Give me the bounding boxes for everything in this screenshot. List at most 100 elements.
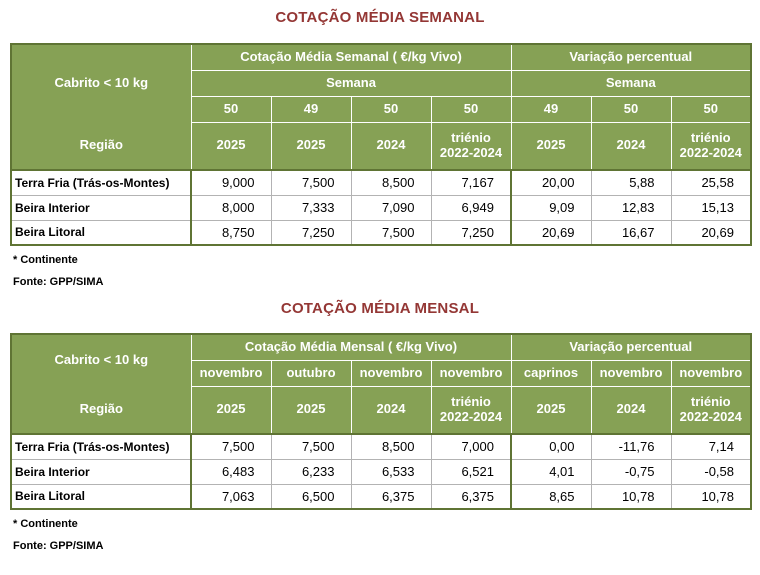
- monthly-footnote-continente: * Continente: [13, 518, 78, 530]
- year-cell: triénio 2022-2024: [430, 121, 512, 171]
- week-cell: 50: [590, 95, 672, 123]
- monthly-price-table: Cabrito < 10 kg Região Cotação Média Men…: [10, 333, 752, 510]
- year-cell: 2025: [190, 385, 272, 435]
- value-cell: 7,000: [430, 433, 512, 460]
- weekly-header-group-row: Cabrito < 10 kg Região Cotação Média Sem…: [10, 43, 752, 171]
- table-row: Beira Interior 8,000 7,333 7,090 6,949 9…: [10, 194, 752, 221]
- value-cell: 12,83: [590, 194, 672, 221]
- table-row: Beira Litoral 8,750 7,250 7,500 7,250 20…: [10, 219, 752, 246]
- value-cell: 20,69: [670, 219, 752, 246]
- value-cell: 8,65: [510, 483, 592, 510]
- weekly-corner-cell: Cabrito < 10 kg Região: [10, 43, 192, 171]
- year-cell: 2024: [590, 121, 672, 171]
- region-cell: Terra Fria (Trás-os-Montes): [10, 433, 192, 460]
- value-cell: 6,500: [270, 483, 352, 510]
- value-cell: 5,88: [590, 169, 672, 196]
- table-row: Terra Fria (Trás-os-Montes) 9,000 7,500 …: [10, 169, 752, 196]
- weekly-year-row: 2025 2025 2024 triénio 2022-2024 2025 20…: [11, 121, 752, 171]
- monthly-month-row: novembro outubro novembro novembro capri…: [11, 359, 752, 387]
- value-cell: 16,67: [590, 219, 672, 246]
- value-cell: 8,500: [350, 169, 432, 196]
- weekly-subheader-semana-2: Semana: [510, 69, 752, 97]
- value-cell: 7,500: [350, 219, 432, 246]
- value-cell: 15,13: [670, 194, 752, 221]
- value-cell: 4,01: [510, 458, 592, 485]
- value-cell: 7,333: [270, 194, 352, 221]
- week-cell: 50: [190, 95, 272, 123]
- value-cell: 7,500: [270, 433, 352, 460]
- month-cell: outubro: [270, 359, 352, 387]
- weekly-group2-header: Variação percentual: [510, 43, 752, 71]
- monthly-header-group-row: Cabrito < 10 kg Região Cotação Média Men…: [10, 333, 752, 435]
- week-cell: 50: [670, 95, 752, 123]
- value-cell: 8,500: [350, 433, 432, 460]
- region-cell: Beira Litoral: [10, 483, 192, 510]
- weekly-group1-header: Cotação Média Semanal ( €/kg Vivo): [190, 43, 512, 71]
- weekly-table-title: COTAÇÃO MÉDIA SEMANAL: [275, 9, 485, 26]
- weekly-footnote-source: Fonte: GPP/SIMA: [13, 276, 104, 288]
- weekly-price-table: Cabrito < 10 kg Região Cotação Média Sem…: [10, 43, 752, 246]
- value-cell: 20,69: [510, 219, 592, 246]
- value-cell: 6,233: [270, 458, 352, 485]
- value-cell: 8,750: [190, 219, 272, 246]
- year-cell: 2025: [190, 121, 272, 171]
- monthly-group2-header: Variação percentual: [510, 333, 752, 361]
- month-cell: novembro: [430, 359, 512, 387]
- monthly-footnote-source: Fonte: GPP/SIMA: [13, 540, 104, 552]
- weekly-product-label: Cabrito < 10 kg: [54, 74, 149, 90]
- year-cell: triénio 2022-2024: [670, 385, 752, 435]
- year-cell: 2024: [350, 121, 432, 171]
- table-row: Beira Litoral 7,063 6,500 6,375 6,375 8,…: [10, 483, 752, 510]
- table-row: Beira Interior 6,483 6,233 6,533 6,521 4…: [10, 458, 752, 485]
- month-cell: caprinos: [510, 359, 592, 387]
- year-cell: triénio 2022-2024: [430, 385, 512, 435]
- value-cell: 25,58: [670, 169, 752, 196]
- value-cell: 9,000: [190, 169, 272, 196]
- monthly-year-row: 2025 2025 2024 triénio 2022-2024 2025 20…: [11, 385, 752, 435]
- month-cell: novembro: [590, 359, 672, 387]
- value-cell: 0,00: [510, 433, 592, 460]
- value-cell: 6,949: [430, 194, 512, 221]
- value-cell: 7,250: [430, 219, 512, 246]
- value-cell: 6,533: [350, 458, 432, 485]
- month-cell: novembro: [190, 359, 272, 387]
- value-cell: -0,58: [670, 458, 752, 485]
- value-cell: 7,063: [190, 483, 272, 510]
- monthly-group1-header: Cotação Média Mensal ( €/kg Vivo): [190, 333, 512, 361]
- year-cell: 2024: [590, 385, 672, 435]
- value-cell: 10,78: [670, 483, 752, 510]
- month-cell: novembro: [670, 359, 752, 387]
- value-cell: 9,09: [510, 194, 592, 221]
- value-cell: 7,500: [270, 169, 352, 196]
- monthly-table-title: COTAÇÃO MÉDIA MENSAL: [280, 300, 480, 317]
- value-cell: -11,76: [590, 433, 672, 460]
- value-cell: 10,78: [590, 483, 672, 510]
- year-cell: 2025: [270, 385, 352, 435]
- value-cell: 8,000: [190, 194, 272, 221]
- monthly-region-label: Região: [79, 400, 123, 416]
- value-cell: 7,14: [670, 433, 752, 460]
- region-cell: Beira Interior: [10, 458, 192, 485]
- value-cell: 7,090: [350, 194, 432, 221]
- value-cell: 7,500: [190, 433, 272, 460]
- week-cell: 50: [430, 95, 512, 123]
- weekly-subheader-semana-1: Semana: [190, 69, 512, 97]
- value-cell: 6,375: [430, 483, 512, 510]
- value-cell: 20,00: [510, 169, 592, 196]
- value-cell: 7,167: [430, 169, 512, 196]
- year-cell: 2024: [350, 385, 432, 435]
- weekly-region-label: Região: [79, 136, 123, 152]
- value-cell: -0,75: [590, 458, 672, 485]
- week-cell: 49: [510, 95, 592, 123]
- year-cell: triénio 2022-2024: [670, 121, 752, 171]
- weekly-week-number-row: 50 49 50 50 49 50 50: [11, 95, 752, 123]
- value-cell: 6,483: [190, 458, 272, 485]
- value-cell: 7,250: [270, 219, 352, 246]
- year-cell: 2025: [270, 121, 352, 171]
- value-cell: 6,375: [350, 483, 432, 510]
- week-cell: 49: [270, 95, 352, 123]
- week-cell: 50: [350, 95, 432, 123]
- month-cell: novembro: [350, 359, 432, 387]
- monthly-product-label: Cabrito < 10 kg: [54, 351, 149, 367]
- weekly-subheader-row: Semana Semana: [11, 69, 752, 97]
